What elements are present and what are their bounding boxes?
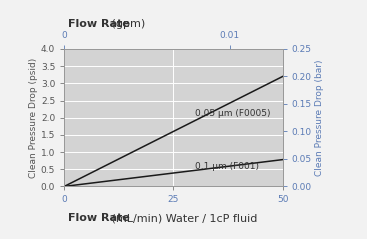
- Text: (mL/min) Water / 1cP fluid: (mL/min) Water / 1cP fluid: [108, 213, 257, 223]
- Text: 0.05 μm (F0005): 0.05 μm (F0005): [195, 109, 271, 118]
- Text: Flow Rate: Flow Rate: [68, 19, 130, 29]
- Text: Flow Rate: Flow Rate: [68, 213, 130, 223]
- Y-axis label: Clean Pressure Drop (psid): Clean Pressure Drop (psid): [29, 58, 38, 178]
- Text: 0.1 μm (F001): 0.1 μm (F001): [195, 162, 259, 171]
- Text: (gpm): (gpm): [108, 19, 145, 29]
- Y-axis label: Clean Pressure Drop (bar): Clean Pressure Drop (bar): [315, 60, 324, 176]
